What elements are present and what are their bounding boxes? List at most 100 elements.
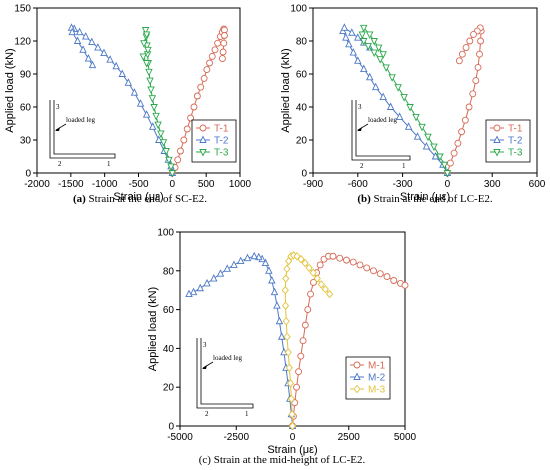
data-point	[162, 148, 170, 156]
data-point	[124, 78, 133, 86]
legend-box	[485, 119, 531, 163]
data-point	[189, 287, 198, 296]
data-point	[237, 256, 245, 265]
y-tick-label: 80	[163, 266, 175, 277]
panel-caption: (a) Strain at the end of SC-E2.	[73, 193, 207, 205]
x-tick-label: 0	[290, 432, 296, 443]
x-axis-label: Strain (με)	[400, 191, 450, 203]
data-point	[383, 273, 391, 281]
data-point	[190, 103, 198, 111]
data-point	[106, 55, 114, 63]
x-tick-label: -900	[303, 179, 323, 190]
data-point	[299, 337, 307, 345]
data-point	[177, 147, 184, 155]
data-point	[476, 50, 483, 58]
data-point	[465, 103, 473, 111]
data-point	[281, 286, 289, 295]
data-point	[470, 30, 477, 38]
y-tick-label: 0	[25, 169, 31, 180]
y-tick-label: 0	[301, 169, 307, 180]
plot-frame	[312, 7, 538, 174]
x-tick-label: -1500	[58, 179, 84, 190]
data-point	[210, 274, 218, 282]
data-point	[112, 61, 120, 70]
inset-label-br: 1	[245, 410, 249, 418]
data-point	[277, 332, 286, 340]
data-point	[214, 39, 222, 47]
inset-label-br: 1	[107, 160, 111, 168]
data-point	[100, 48, 108, 57]
data-point	[206, 59, 214, 67]
data-point	[342, 33, 350, 41]
data-point	[150, 104, 158, 112]
y-tick-label: 150	[14, 4, 31, 15]
inset-label-bl: 2	[205, 410, 209, 418]
data-point	[469, 90, 477, 98]
x-tick-label: -2000	[24, 179, 50, 190]
data-point	[282, 317, 290, 326]
y-tick-label: 20	[163, 383, 175, 394]
inset-angle-shape	[49, 100, 116, 159]
data-point	[148, 95, 157, 103]
inset-angle-shape	[196, 338, 254, 409]
data-point	[343, 256, 350, 264]
x-tick-label: -500	[128, 179, 148, 190]
data-point	[430, 143, 438, 152]
data-point	[118, 69, 126, 77]
legend: M-1M-2M-3	[345, 356, 391, 400]
y-tick-label: 90	[20, 70, 32, 81]
data-point	[284, 348, 292, 357]
inset-arrow-head	[357, 127, 362, 131]
data-point	[68, 27, 76, 36]
inset-label-br: 1	[402, 162, 406, 170]
y-tick-label: 80	[296, 37, 308, 48]
data-point	[75, 27, 84, 36]
data-point	[376, 56, 384, 64]
y-tick-label: 20	[296, 136, 308, 147]
data-point	[455, 57, 463, 65]
data-point	[477, 37, 485, 45]
data-point	[371, 82, 380, 91]
data-point	[336, 254, 344, 262]
data-point	[443, 170, 452, 178]
inset-angle-shape	[351, 100, 411, 161]
data-point	[360, 64, 368, 73]
data-point	[297, 254, 305, 264]
data-point	[364, 43, 372, 51]
legend-swatch-marker	[199, 135, 207, 143]
x-tick-label: 2500	[338, 432, 361, 443]
data-point	[147, 86, 155, 94]
data-point	[329, 252, 337, 260]
data-point	[157, 130, 165, 138]
data-point	[374, 44, 383, 53]
legend-entry: T-1	[508, 124, 523, 135]
inset-label-leg: loaded leg	[368, 116, 397, 124]
data-point	[349, 258, 357, 266]
data-point	[366, 72, 374, 81]
data-point	[142, 31, 151, 39]
legend-swatch-marker	[353, 361, 361, 369]
data-point	[203, 278, 211, 287]
data-point	[275, 316, 284, 325]
data-point	[211, 46, 219, 54]
data-point	[140, 40, 148, 48]
inset-label-leg: loaded leg	[213, 354, 242, 362]
data-point	[313, 274, 321, 283]
data-point	[142, 60, 151, 68]
data-point	[413, 132, 422, 140]
inset-label-top: 3	[56, 103, 60, 111]
data-point	[388, 74, 396, 82]
data-point	[370, 267, 377, 275]
series-line	[361, 26, 448, 174]
legend-swatch-marker	[199, 124, 207, 132]
caption-text: Strain at the end of LC-E2.	[371, 193, 493, 205]
data-point	[273, 301, 281, 309]
legend-entry: T-1	[214, 124, 229, 135]
legend-box	[191, 119, 237, 163]
data-point	[406, 104, 414, 112]
inset-label-bl: 2	[58, 160, 62, 168]
data-point	[223, 264, 231, 272]
data-point	[401, 281, 409, 289]
x-tick-label: -1000	[92, 179, 118, 190]
data-point	[458, 50, 466, 58]
